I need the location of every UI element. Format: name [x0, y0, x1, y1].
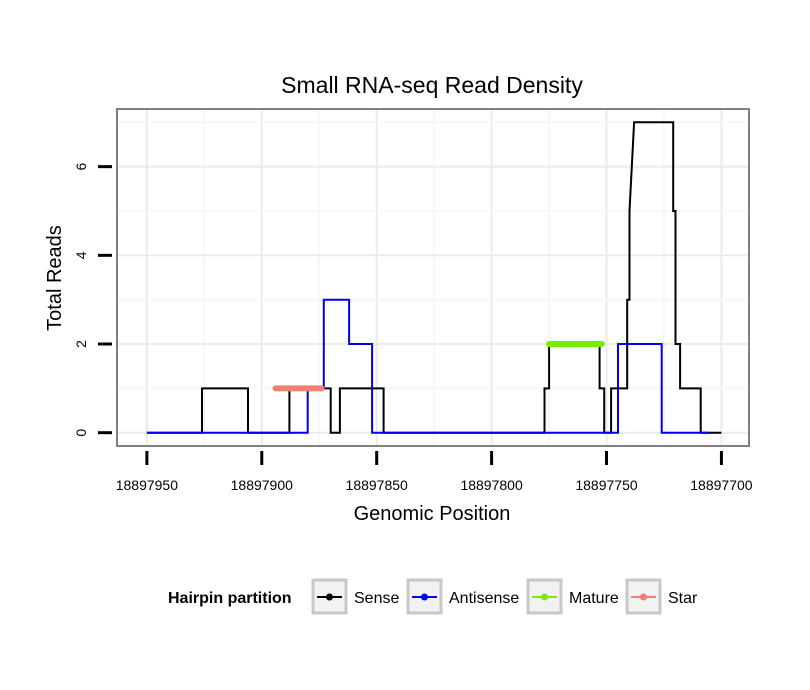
legend-label-sense: Sense — [354, 590, 399, 607]
series-lines — [146, 121, 722, 434]
x-tick-label: 18897800 — [460, 477, 523, 493]
y-tick-label: 2 — [73, 340, 89, 348]
legend: Hairpin partition Sense Antisense Mature St… — [168, 578, 698, 615]
legend-label-star: Star — [668, 590, 698, 607]
legend-label-mature: Mature — [569, 590, 619, 607]
x-tick-label: 18897900 — [231, 477, 294, 493]
legend-title: Hairpin partition — [168, 590, 292, 607]
legend-label-antisense: Antisense — [449, 590, 519, 607]
legend-key-dot — [421, 593, 428, 601]
x-tick-label: 18897700 — [690, 477, 753, 493]
x-tick-label: 18897750 — [575, 477, 638, 493]
y-tick-label: 6 — [73, 162, 89, 170]
y-axis-title: Total Reads — [44, 225, 66, 331]
legend-key-dot — [541, 593, 548, 601]
x-tick-label: 18897850 — [346, 477, 409, 493]
y-tick-label: 4 — [73, 251, 89, 259]
axes: 18897950 18897900 18897850 18897800 18897750… — [73, 162, 753, 493]
chart-title: Small RNA-seq Read Density — [281, 72, 583, 98]
x-tick-label: 18897950 — [116, 477, 179, 493]
grid-lines — [117, 109, 749, 446]
y-tick-label: 0 — [73, 429, 89, 437]
legend-key-dot — [326, 593, 333, 601]
plot-panel-border — [116, 108, 750, 447]
legend-key-dot — [640, 593, 647, 601]
x-axis-title: Genomic Position — [354, 503, 511, 525]
